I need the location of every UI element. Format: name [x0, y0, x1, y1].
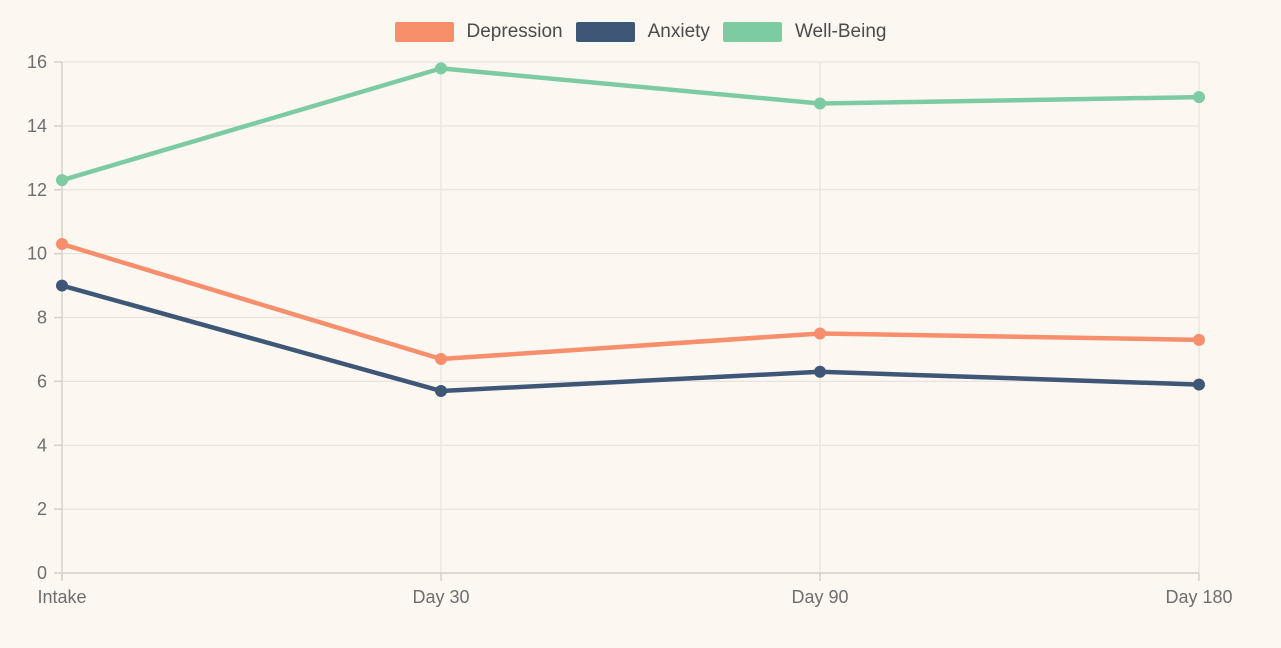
data-point-well-being-1: [435, 62, 447, 75]
legend-item-anxiety[interactable]: Anxiety: [575, 21, 710, 43]
y-tick-label-12: 12: [27, 180, 47, 200]
data-point-well-being-3: [1193, 91, 1205, 104]
y-tick-label-16: 16: [27, 52, 47, 72]
data-point-anxiety-0: [56, 279, 68, 292]
y-tick-label-6: 6: [37, 371, 47, 391]
y-tick-label-8: 8: [37, 308, 47, 328]
data-point-well-being-0: [56, 174, 68, 187]
data-point-depression-2: [814, 327, 826, 340]
y-tick-label-4: 4: [37, 435, 47, 455]
chart-legend: Depression Anxiety Well-Being: [0, 21, 1281, 43]
legend-item-wellbeing[interactable]: Well-Being: [722, 21, 887, 43]
legend-label-depression: Depression: [466, 21, 563, 42]
legend-swatch-wellbeing: [722, 22, 782, 42]
data-point-depression-0: [56, 238, 68, 251]
data-point-well-being-2: [814, 97, 826, 110]
legend-swatch-anxiety: [575, 22, 635, 42]
x-tick-label-intake: Intake: [37, 587, 86, 607]
series-line-depression: [59, 241, 1202, 362]
y-tick-label-2: 2: [37, 499, 47, 519]
x-tick-label-day-90: Day 90: [791, 587, 848, 607]
y-tick-label-14: 14: [27, 116, 47, 136]
data-point-depression-3: [1193, 333, 1205, 346]
legend-label-wellbeing: Well-Being: [794, 21, 887, 42]
data-point-anxiety-1: [435, 384, 447, 397]
series-line-anxiety: [59, 283, 1202, 394]
x-tick-label-day-180: Day 180: [1165, 587, 1232, 607]
data-point-anxiety-2: [814, 365, 826, 378]
y-tick-label-10: 10: [27, 244, 47, 264]
data-point-depression-1: [435, 353, 447, 366]
series-line-well-being: [59, 66, 1202, 183]
x-tick-label-day-30: Day 30: [412, 587, 469, 607]
legend-label-anxiety: Anxiety: [647, 21, 710, 42]
legend-item-depression[interactable]: Depression: [394, 21, 563, 43]
legend-swatch-depression: [394, 22, 454, 42]
y-tick-label-0: 0: [37, 563, 47, 583]
data-point-anxiety-3: [1193, 378, 1205, 391]
